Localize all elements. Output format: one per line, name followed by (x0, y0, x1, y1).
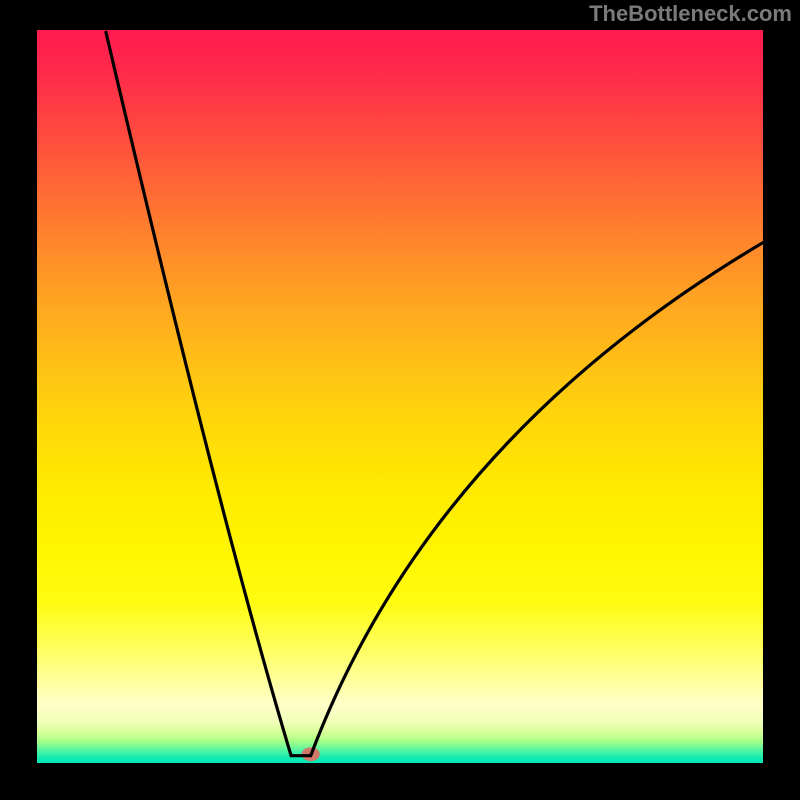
watermark-text: TheBottleneck.com (589, 1, 792, 27)
bottleneck-curve (37, 30, 763, 763)
plot-area (37, 30, 763, 763)
curve-path (106, 32, 763, 755)
outer-frame: TheBottleneck.com (0, 0, 800, 800)
